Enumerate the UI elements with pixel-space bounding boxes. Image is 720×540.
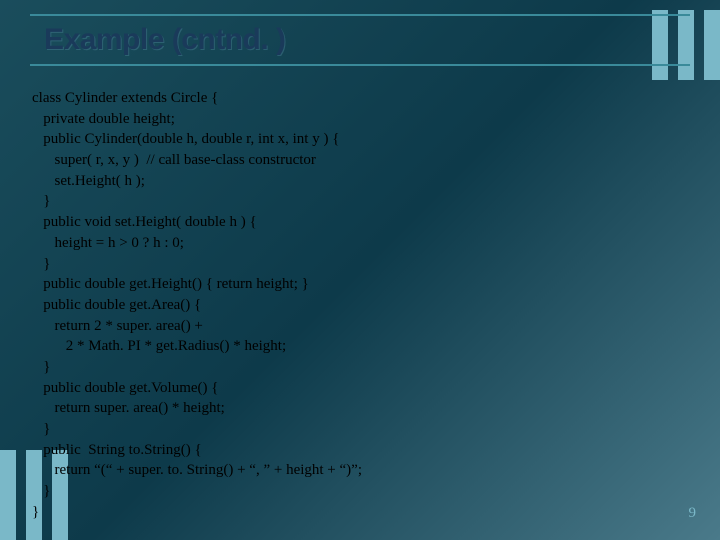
title-bar: Example (cntnd. ) bbox=[30, 14, 690, 66]
slide-title: Example (cntnd. ) bbox=[44, 23, 286, 57]
page-number: 9 bbox=[689, 505, 697, 522]
code-block: class Cylinder extends Circle { private … bbox=[32, 88, 660, 522]
